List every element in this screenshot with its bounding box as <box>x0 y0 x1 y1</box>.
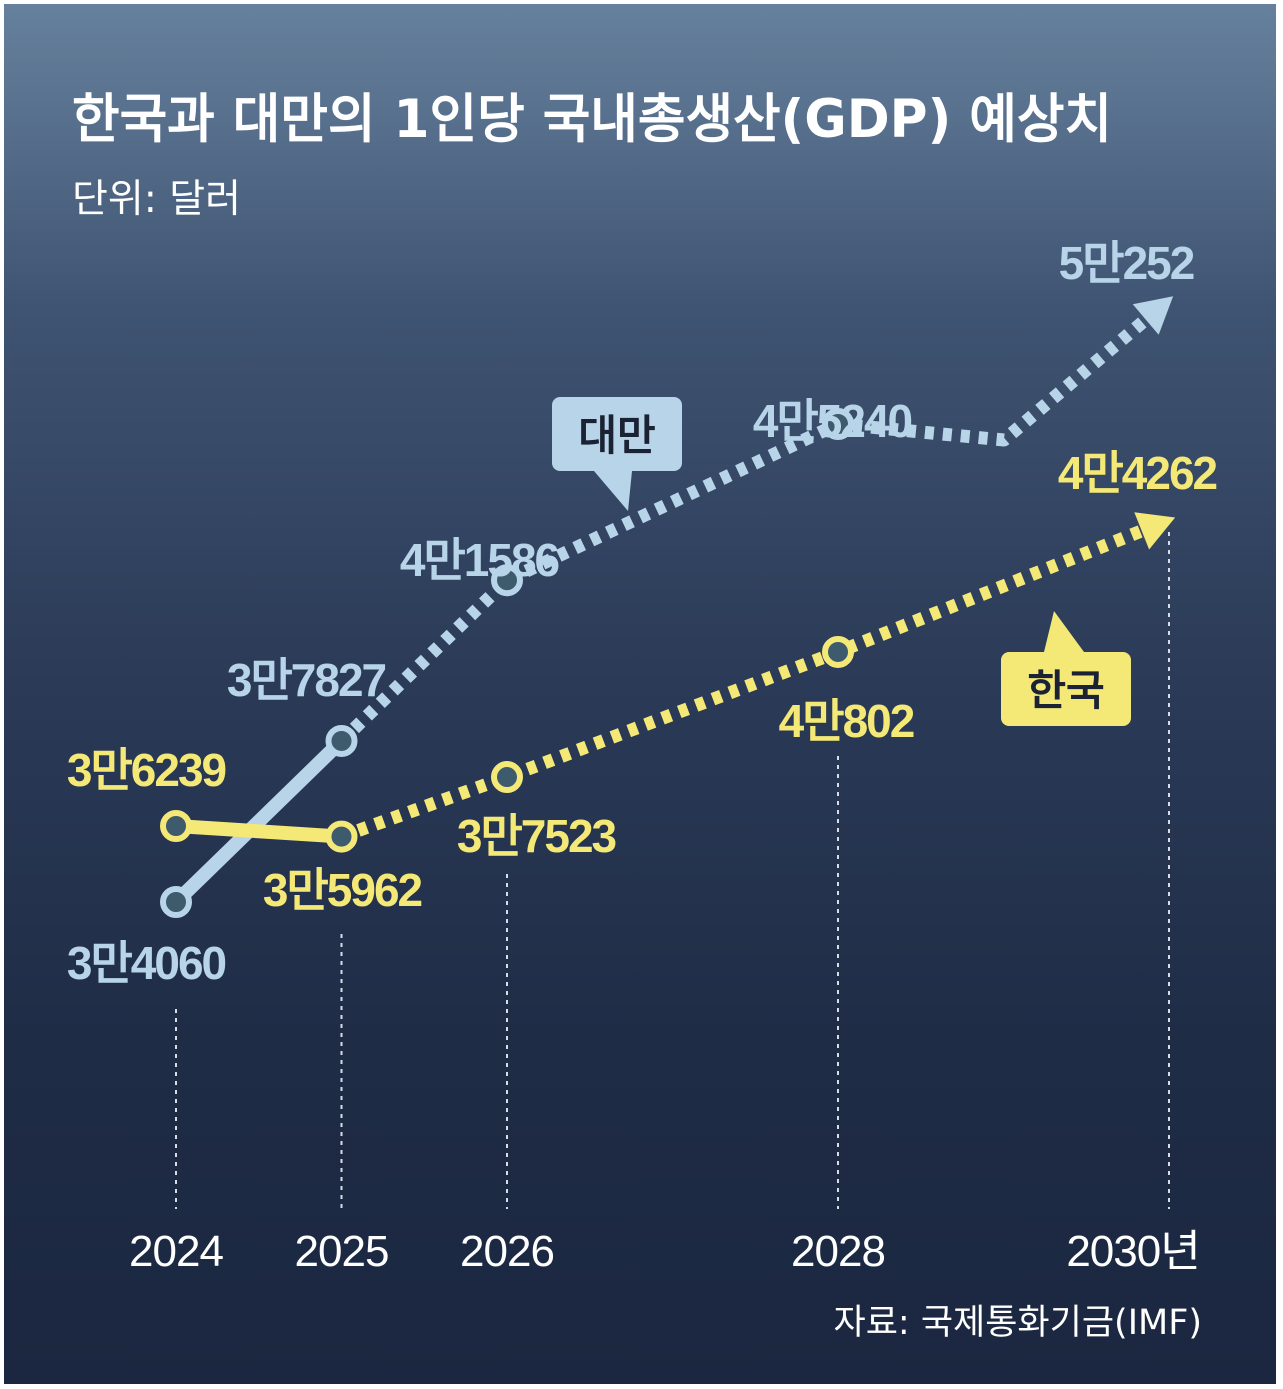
callout-box <box>552 397 682 471</box>
series-name-label: 한국 <box>1027 666 1104 715</box>
callout-korea: 한국 <box>1001 611 1131 726</box>
data-label: 4만1586 <box>400 534 559 586</box>
chart-subtitle: 단위: 달러 <box>72 177 241 222</box>
data-label: 3만7523 <box>457 810 616 862</box>
series-solid-line <box>169 733 349 909</box>
callout-taiwan: 대만 <box>552 397 682 511</box>
data-point <box>822 635 854 668</box>
data-label: 4만4262 <box>1058 447 1217 499</box>
callout-box <box>1001 652 1131 726</box>
x-tick-label: 2025 <box>295 1227 389 1276</box>
data-point <box>160 810 192 842</box>
data-point <box>491 564 523 597</box>
series-lines <box>169 296 1176 909</box>
data-label: 4만5240 <box>753 395 912 447</box>
data-point <box>491 761 523 794</box>
data-labels: 3만4060 3만7827 4만1586 4만5240 5만252 3만6239 3만596… <box>67 237 1219 989</box>
series-points <box>160 408 854 918</box>
series-name-label: 대만 <box>578 411 655 460</box>
data-point <box>822 408 854 440</box>
chart-title: 한국과 대만의 1인당 국내총생산(GDP) 예상치 <box>72 89 1112 150</box>
data-label: 3만7827 <box>227 654 386 706</box>
source-note: 자료: 국제통화기금(IMF) <box>834 1303 1202 1343</box>
series-dotted-line <box>339 515 1167 843</box>
x-tick-label: 2030년 <box>1066 1227 1199 1276</box>
data-point <box>160 886 192 918</box>
series-arrowhead <box>1134 512 1176 550</box>
series-arrowhead <box>1132 296 1174 335</box>
x-tick-label: 2024 <box>129 1227 223 1276</box>
data-label: 3만4060 <box>67 937 226 989</box>
data-label: 4만802 <box>779 695 914 747</box>
callout-tail <box>594 471 632 511</box>
data-label: 3만6239 <box>67 744 226 796</box>
data-label: 3만5962 <box>263 864 422 916</box>
series-solid-line <box>169 819 349 844</box>
x-tick-label: 2026 <box>460 1227 554 1276</box>
data-point <box>325 820 358 853</box>
x-guide-lines <box>175 532 1170 1209</box>
data-point <box>325 724 358 757</box>
x-axis-ticks: 2024 2025 2026 2028 2030년 <box>129 1227 1201 1276</box>
x-tick-label: 2028 <box>791 1227 885 1276</box>
callout-tail <box>1044 611 1084 652</box>
data-label: 5만252 <box>1059 237 1194 289</box>
